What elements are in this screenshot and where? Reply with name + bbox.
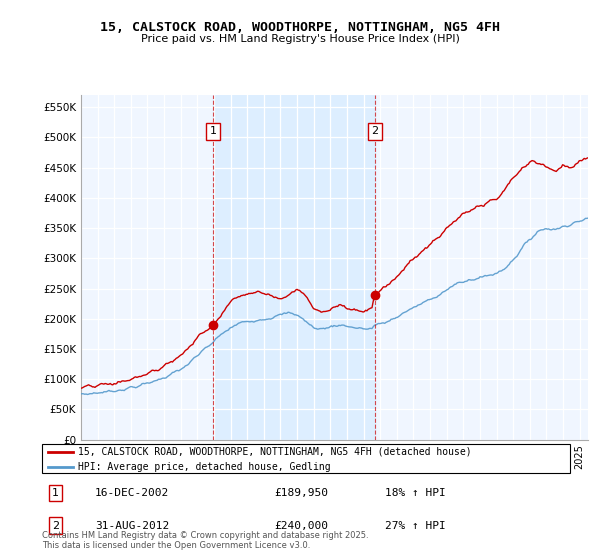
Text: 18% ↑ HPI: 18% ↑ HPI xyxy=(385,488,446,498)
Text: 2: 2 xyxy=(52,520,59,530)
Text: 1: 1 xyxy=(210,127,217,137)
Text: 31-AUG-2012: 31-AUG-2012 xyxy=(95,520,169,530)
Bar xyxy=(214,95,375,440)
Text: £240,000: £240,000 xyxy=(274,520,328,530)
FancyBboxPatch shape xyxy=(42,444,570,473)
Text: 15, CALSTOCK ROAD, WOODTHORPE, NOTTINGHAM, NG5 4FH (detached house): 15, CALSTOCK ROAD, WOODTHORPE, NOTTINGHA… xyxy=(78,447,472,457)
Text: Contains HM Land Registry data © Crown copyright and database right 2025.
This d: Contains HM Land Registry data © Crown c… xyxy=(42,530,368,550)
Text: HPI: Average price, detached house, Gedling: HPI: Average price, detached house, Gedl… xyxy=(78,463,331,473)
Text: 1: 1 xyxy=(52,488,59,498)
Text: £189,950: £189,950 xyxy=(274,488,328,498)
Text: 2: 2 xyxy=(371,127,378,137)
Text: 27% ↑ HPI: 27% ↑ HPI xyxy=(385,520,446,530)
Text: Price paid vs. HM Land Registry's House Price Index (HPI): Price paid vs. HM Land Registry's House … xyxy=(140,34,460,44)
Text: 15, CALSTOCK ROAD, WOODTHORPE, NOTTINGHAM, NG5 4FH: 15, CALSTOCK ROAD, WOODTHORPE, NOTTINGHA… xyxy=(100,21,500,34)
Text: 16-DEC-2002: 16-DEC-2002 xyxy=(95,488,169,498)
